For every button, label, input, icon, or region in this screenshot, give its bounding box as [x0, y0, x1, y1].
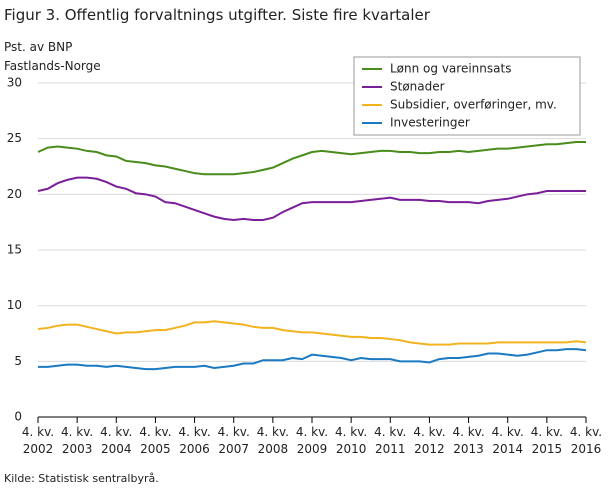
- legend-label: Stønader: [390, 80, 445, 94]
- y-tick-label: 25: [7, 131, 22, 145]
- legend-label: Investeringer: [390, 116, 470, 130]
- legend-box: [353, 56, 581, 136]
- x-tick-label: 4. kv. 2014: [491, 425, 524, 456]
- x-tick-label: 4. kv. 2002: [21, 425, 55, 456]
- y-axis-label: Pst. av BNP: [4, 40, 73, 54]
- x-tick-label: 4. kv. 2013: [452, 425, 485, 456]
- x-tick-label: 4. kv. 2016: [569, 425, 603, 456]
- y-tick-label: 30: [7, 76, 22, 90]
- y-tick-label: 20: [7, 187, 22, 201]
- x-tick-label: 4. kv. 2015: [530, 425, 563, 456]
- x-tick-label: 4. kv. 2006: [178, 425, 211, 456]
- y-tick-label: 15: [7, 243, 22, 257]
- y-tick-label: 5: [14, 354, 22, 368]
- x-tick-label: 4. kv. 2009: [295, 425, 329, 456]
- x-tick-label: 4. kv. 2004: [100, 425, 133, 456]
- x-tick-label: 4. kv. 2007: [217, 425, 250, 456]
- legend-label: Lønn og vareinnsats: [390, 62, 511, 76]
- series-line: [37, 176, 586, 221]
- series-line: [37, 320, 587, 346]
- y-axis-label: Fastlands-Norge: [4, 59, 101, 73]
- x-tick-label: 4. kv. 2010: [335, 425, 368, 456]
- x-tick-label: 4. kv. 2003: [61, 425, 94, 456]
- x-tick-label: 4. kv. 2005: [139, 425, 172, 456]
- y-tick-label: 0: [14, 410, 22, 424]
- source: Kilde: Statistisk sentralbyrå.: [4, 472, 159, 485]
- series-line: [37, 141, 586, 176]
- y-tick-label: 10: [7, 298, 22, 312]
- legend-label: Subsidier, overføringer, mv.: [390, 98, 557, 112]
- chart-title: Figur 3. Offentlig forvaltnings utgifter…: [4, 6, 430, 24]
- x-tick-label: 4. kv. 2008: [256, 425, 289, 456]
- x-tick-label: 4. kv. 2011: [374, 425, 407, 456]
- series-line: [38, 348, 587, 371]
- x-tick-label: 4. kv. 2012: [413, 425, 446, 456]
